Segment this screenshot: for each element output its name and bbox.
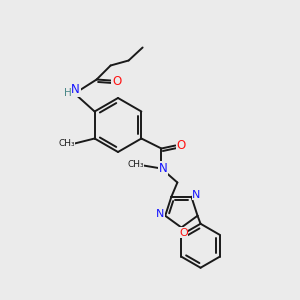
Text: N: N — [156, 209, 164, 219]
Text: O: O — [112, 75, 121, 88]
Text: H: H — [64, 88, 71, 98]
Text: N: N — [71, 83, 80, 96]
Text: CH₃: CH₃ — [58, 139, 75, 148]
Text: O: O — [179, 227, 188, 238]
Text: N: N — [159, 162, 168, 175]
Text: O: O — [177, 139, 186, 152]
Text: CH₃: CH₃ — [127, 160, 144, 169]
Text: N: N — [192, 190, 201, 200]
